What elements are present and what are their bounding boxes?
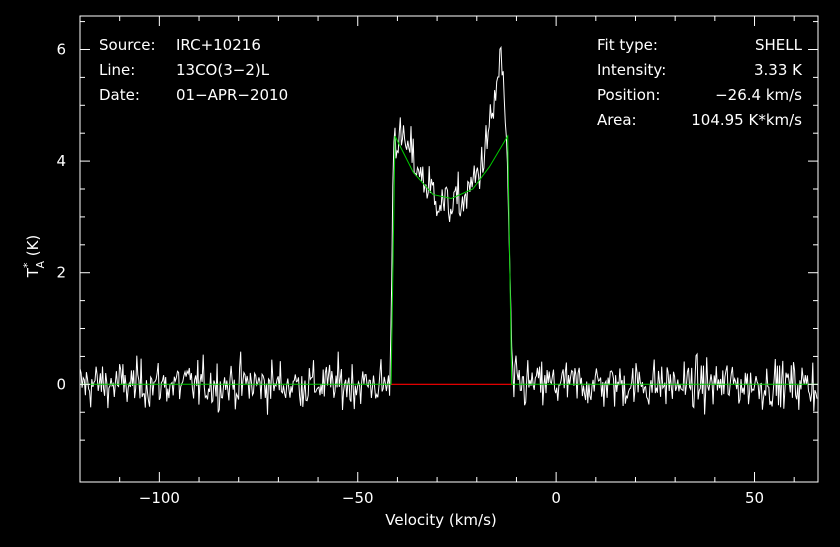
info-value: 3.33 K	[754, 61, 803, 79]
spectrum-line	[79, 45, 818, 415]
info-key: Area:	[597, 111, 637, 129]
info-key: Date:	[99, 86, 140, 104]
info-value: 104.95 K*km/s	[691, 111, 802, 129]
info-left-block: Source: IRC+10216 Line: 13CO(3−2)L Date: 01−A…	[99, 36, 288, 104]
info-key: Fit type:	[597, 36, 658, 54]
x-tick-label: −100	[139, 489, 180, 507]
x-tick-label: 0	[551, 489, 561, 507]
y-tick-label: 4	[56, 152, 66, 170]
y-axis-label: T*A (K)	[21, 235, 47, 279]
plot-frame	[79, 15, 819, 483]
axis-ticks	[79, 16, 818, 482]
x-tick-labels: −100 −50 0 50	[139, 489, 764, 507]
info-value: IRC+10216	[176, 36, 261, 54]
x-tick-label: −50	[342, 489, 374, 507]
info-key: Line:	[99, 61, 135, 79]
y-tick-label: 2	[56, 264, 66, 282]
x-axis-label: Velocity (km/s)	[385, 511, 496, 529]
info-key: Intensity:	[597, 61, 666, 79]
y-tick-label: 0	[56, 375, 66, 393]
x-tick-label: 50	[745, 489, 764, 507]
info-value: SHELL	[755, 36, 803, 54]
info-value: 01−APR−2010	[176, 86, 288, 104]
y-tick-labels: 0 2 4 6	[56, 40, 66, 393]
info-key: Position:	[597, 86, 660, 104]
y-axis-label-text: T*A (K)	[21, 235, 47, 279]
info-value: −26.4 km/s	[715, 86, 802, 104]
fit-line	[80, 134, 818, 385]
y-tick-label: 6	[56, 40, 66, 58]
info-key: Source:	[99, 36, 156, 54]
info-value: 13CO(3−2)L	[176, 61, 270, 79]
info-right-block: Fit type: SHELL Intensity: 3.33 K Position: −…	[597, 36, 803, 129]
